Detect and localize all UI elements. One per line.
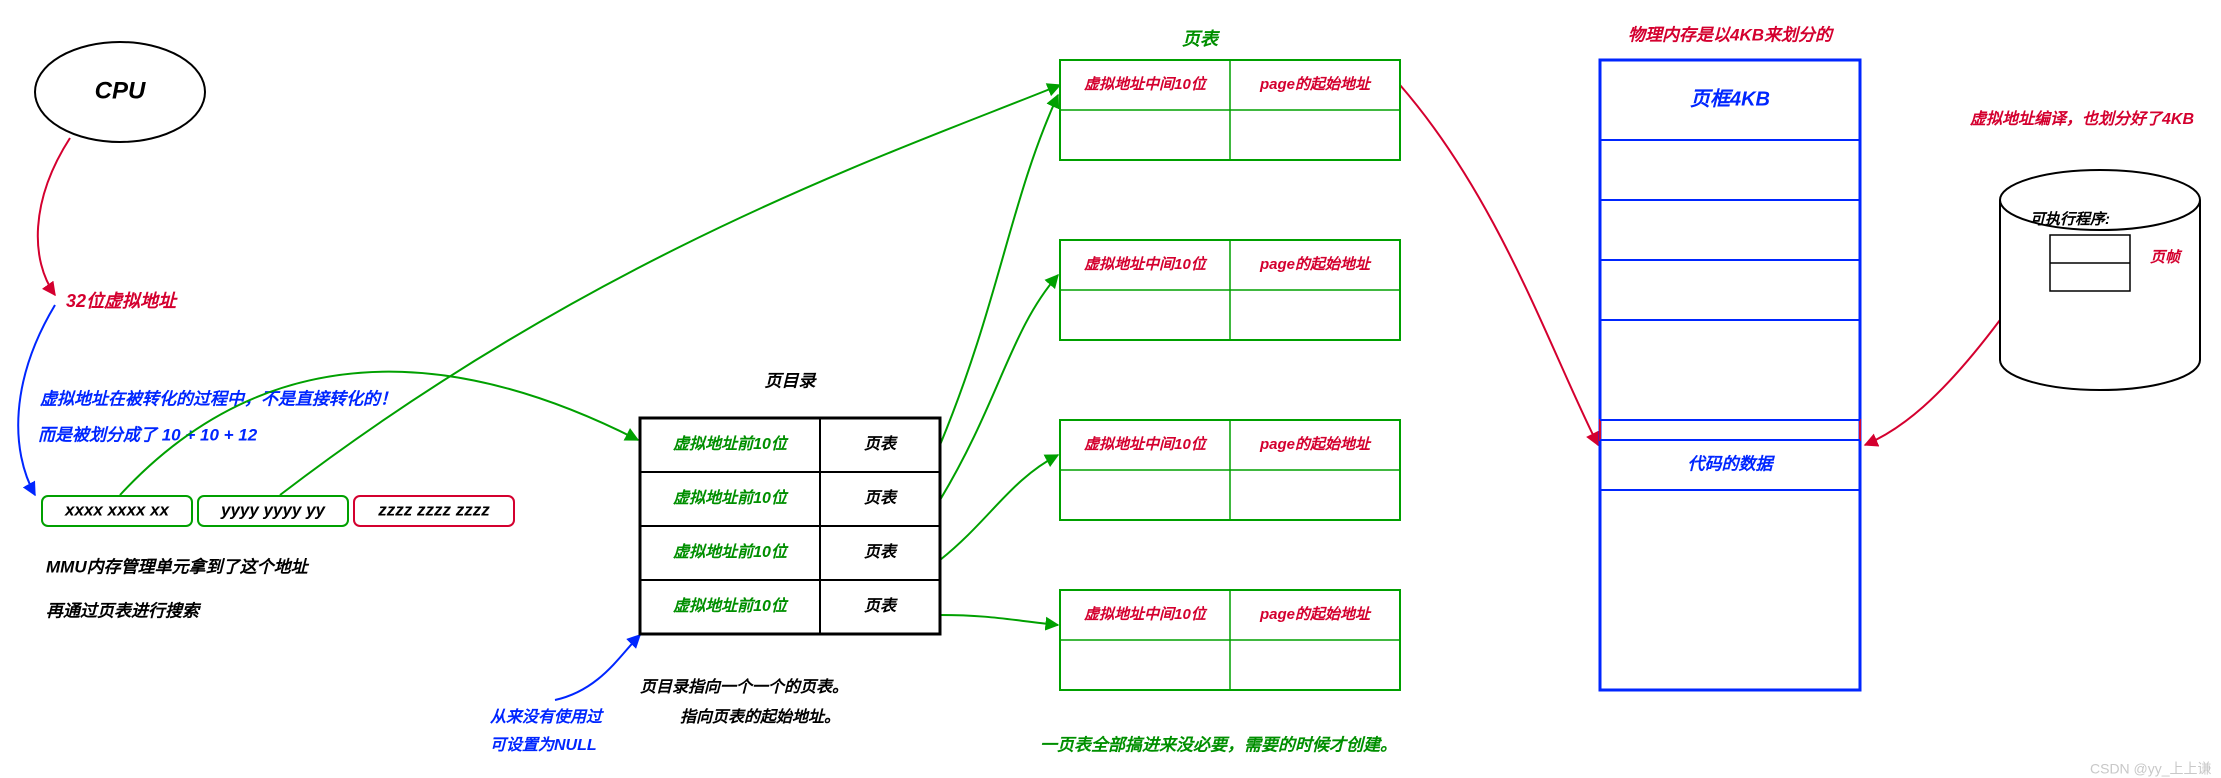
pd-c2-1: 页表 bbox=[864, 489, 898, 507]
arrow-4 bbox=[940, 95, 1058, 445]
pt2-h2: page的起始地址 bbox=[1259, 436, 1372, 453]
bits-label-0: xxxx xxxx xx bbox=[64, 500, 171, 519]
pd-c2-0: 页表 bbox=[864, 435, 898, 453]
pd-c1-0: 虚拟地址前10位 bbox=[672, 435, 789, 453]
pd-c2-2: 页表 bbox=[864, 543, 898, 561]
arrow-7 bbox=[940, 615, 1058, 625]
arrow-8 bbox=[555, 635, 640, 700]
phys-row-0: 页框4KB bbox=[1690, 87, 1770, 110]
pd-c1-1: 虚拟地址前10位 bbox=[672, 489, 789, 507]
mmu-text-1: 再通过页表进行搜索 bbox=[46, 601, 202, 620]
pd-footer-1: 指向页表的起始地址。 bbox=[680, 708, 840, 726]
arrow-9 bbox=[1400, 85, 1598, 445]
pt3-h2: page的起始地址 bbox=[1259, 606, 1372, 623]
pt2-h1: 虚拟地址中间10位 bbox=[1083, 435, 1208, 453]
exe-inner-title: 可执行程序: bbox=[2030, 210, 2110, 228]
null-note-0: 从来没有使用过 bbox=[490, 708, 604, 726]
null-note-1: 可设置为NULL bbox=[490, 736, 597, 754]
phys-row-6: 代码的数据 bbox=[1688, 454, 1776, 473]
pt3-h1: 虚拟地址中间10位 bbox=[1083, 605, 1208, 623]
pd-c1-2: 虚拟地址前10位 bbox=[672, 543, 789, 561]
mmu-text-0: MMU内存管理单元拿到了这个地址 bbox=[46, 556, 310, 576]
exe-pageframe-label: 页帧 bbox=[2150, 249, 2183, 266]
pt1-h2: page的起始地址 bbox=[1259, 256, 1372, 273]
phys-title: 物理内存是以4KB来划分的 bbox=[1628, 25, 1835, 44]
pt-footer: 一页表全部搞进来没必要，需要的时候才创建。 bbox=[1040, 735, 1397, 754]
page-dir-title: 页目录 bbox=[765, 371, 818, 390]
page-table-title: 页表 bbox=[1182, 29, 1221, 49]
pd-c1-3: 虚拟地址前10位 bbox=[672, 597, 789, 615]
arrow-10 bbox=[1865, 320, 2000, 445]
watermark: CSDN @yy_上上谦 bbox=[2090, 761, 2212, 777]
cpu-label: CPU bbox=[95, 77, 146, 104]
pd-footer-0: 页目录指向一个一个的页表。 bbox=[640, 678, 848, 696]
pd-c2-3: 页表 bbox=[864, 597, 898, 615]
pt0-h2: page的起始地址 bbox=[1259, 76, 1372, 93]
pt0-h1: 虚拟地址中间10位 bbox=[1083, 75, 1208, 93]
exe-title: 虚拟地址编译，也划分好了4KB bbox=[1969, 110, 2194, 128]
pt1-h1: 虚拟地址中间10位 bbox=[1083, 255, 1208, 273]
split-note-0: 虚拟地址在被转化的过程中，不是直接转化的！ bbox=[39, 389, 397, 408]
arrow-0 bbox=[38, 138, 70, 295]
bits-label-2: zzzz zzzz zzzz bbox=[377, 500, 490, 519]
vaddr-label: 32位虚拟地址 bbox=[66, 291, 178, 311]
split-note-1: 而是被划分成了 10 + 10 + 12 bbox=[38, 425, 258, 444]
bits-label-1: yyyy yyyy yy bbox=[220, 500, 327, 519]
phys-mem bbox=[1600, 60, 1860, 690]
